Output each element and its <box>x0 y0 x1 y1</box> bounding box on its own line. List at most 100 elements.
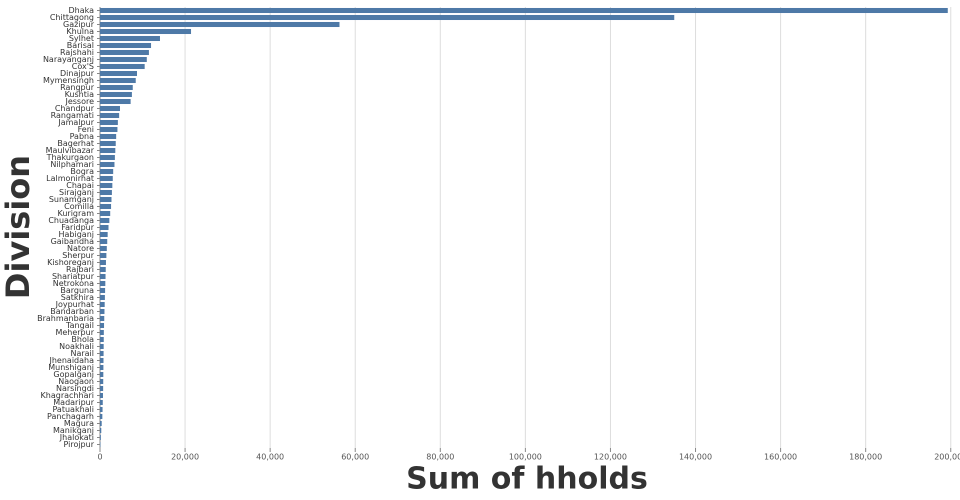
bar <box>100 161 115 168</box>
y-tick-label: Bhola <box>71 335 94 344</box>
bar <box>100 322 105 329</box>
bar <box>100 294 105 301</box>
y-tick-label: Pabna <box>70 132 95 141</box>
x-tick-label: 40,000 <box>256 453 284 462</box>
y-tick-label: Mymensingh <box>43 76 94 85</box>
bar <box>100 91 132 98</box>
bar <box>100 413 103 420</box>
bar <box>100 238 108 245</box>
y-tick-label: Rangpur <box>60 83 95 92</box>
bar <box>100 126 118 133</box>
y-tick-label: Satkhira <box>61 293 94 302</box>
bar <box>100 210 111 217</box>
x-tick-label: 0 <box>97 453 102 462</box>
bar <box>100 287 106 294</box>
y-tick-label: Sirajganj <box>59 188 94 197</box>
y-tick-label: Bandarban <box>50 307 94 316</box>
bar <box>100 357 104 364</box>
y-tick-label: Feni <box>78 125 94 134</box>
bar <box>100 420 102 427</box>
y-tick-label: Patuakhali <box>52 405 94 414</box>
y-tick-label: Tangail <box>65 321 94 330</box>
bar <box>100 196 112 203</box>
bar <box>100 70 138 77</box>
y-tick-label: Gopalganj <box>53 370 94 379</box>
bar <box>100 301 105 308</box>
bar <box>100 245 107 252</box>
y-tick-label: Sherpur <box>62 251 95 260</box>
bar <box>100 252 107 259</box>
bar <box>100 364 104 371</box>
y-tick-label: Lalmonirhat <box>46 174 94 183</box>
x-tick-label: 200,000 <box>934 453 960 462</box>
bar <box>100 189 112 196</box>
y-tick-label: Natore <box>67 244 94 253</box>
bar <box>100 231 108 238</box>
y-tick-label: Jhenaidaha <box>49 356 95 365</box>
y-tick-label: Netrokona <box>53 279 94 288</box>
y-tick-label: Cox'S <box>72 62 94 71</box>
bar <box>100 336 104 343</box>
y-tick-label: Shariatpur <box>52 272 95 281</box>
bar <box>100 350 104 357</box>
bar <box>100 399 103 406</box>
bar <box>100 56 147 63</box>
bar <box>100 182 113 189</box>
bar <box>100 406 103 413</box>
y-tick-label: Brahmanbaria <box>37 314 94 323</box>
y-tick-label: Rajbari <box>66 265 94 274</box>
bar <box>100 175 113 182</box>
bar <box>100 21 340 28</box>
bar <box>100 168 114 175</box>
y-tick-label: Gazipur <box>63 20 95 29</box>
bar <box>100 308 105 315</box>
bar <box>100 154 115 161</box>
y-tick-label: Rajshahi <box>60 48 94 57</box>
bar <box>100 378 104 385</box>
bar <box>100 385 104 392</box>
x-tick-label: 20,000 <box>171 453 199 462</box>
bar <box>100 371 104 378</box>
bar <box>100 315 105 322</box>
y-tick-label: Manikganj <box>53 426 94 435</box>
y-tick-label: Faridpur <box>61 223 95 232</box>
x-axis-title: Sum of hholds <box>406 462 648 497</box>
y-tick-label: Barisal <box>67 41 94 50</box>
bar <box>100 35 160 42</box>
bar <box>100 280 106 287</box>
y-tick-label: Chapai <box>66 181 94 190</box>
y-tick-label: Panchagarh <box>47 412 94 421</box>
y-tick-label: Kushtia <box>65 90 95 99</box>
bar <box>100 105 120 112</box>
y-tick-label: Chittagong <box>50 13 94 22</box>
y-tick-label: Jessore <box>64 97 94 106</box>
bar <box>100 343 104 350</box>
y-tick-label: Gaibandha <box>51 237 95 246</box>
x-tick-label: 80,000 <box>426 453 454 462</box>
y-tick-label: Khulna <box>66 27 94 36</box>
y-tick-label: Thakurgaon <box>46 153 94 162</box>
bar <box>100 392 103 399</box>
x-tick-label: 100,000 <box>509 453 542 462</box>
y-tick-label: Nilphamari <box>50 160 94 169</box>
bar <box>100 427 102 434</box>
y-tick-label: Rangamati <box>51 111 94 120</box>
y-tick-label: Dinajpur <box>60 69 95 78</box>
bar <box>100 28 192 35</box>
bar <box>100 434 101 441</box>
bar <box>100 203 112 210</box>
y-tick-label: Naogaon <box>58 377 94 386</box>
bar <box>100 329 104 336</box>
y-tick-label: Dhaka <box>68 6 94 15</box>
y-tick-label: Madaripur <box>53 398 94 407</box>
bar <box>100 119 118 126</box>
bar <box>100 273 106 280</box>
y-tick-label: Jamalpur <box>57 118 94 127</box>
y-tick-label: Noakhali <box>59 342 94 351</box>
bar <box>100 259 106 266</box>
y-tick-label: Chandpur <box>55 104 95 113</box>
bar <box>100 63 145 70</box>
bar <box>100 140 116 147</box>
y-tick-label: Jhalokati <box>59 433 94 442</box>
